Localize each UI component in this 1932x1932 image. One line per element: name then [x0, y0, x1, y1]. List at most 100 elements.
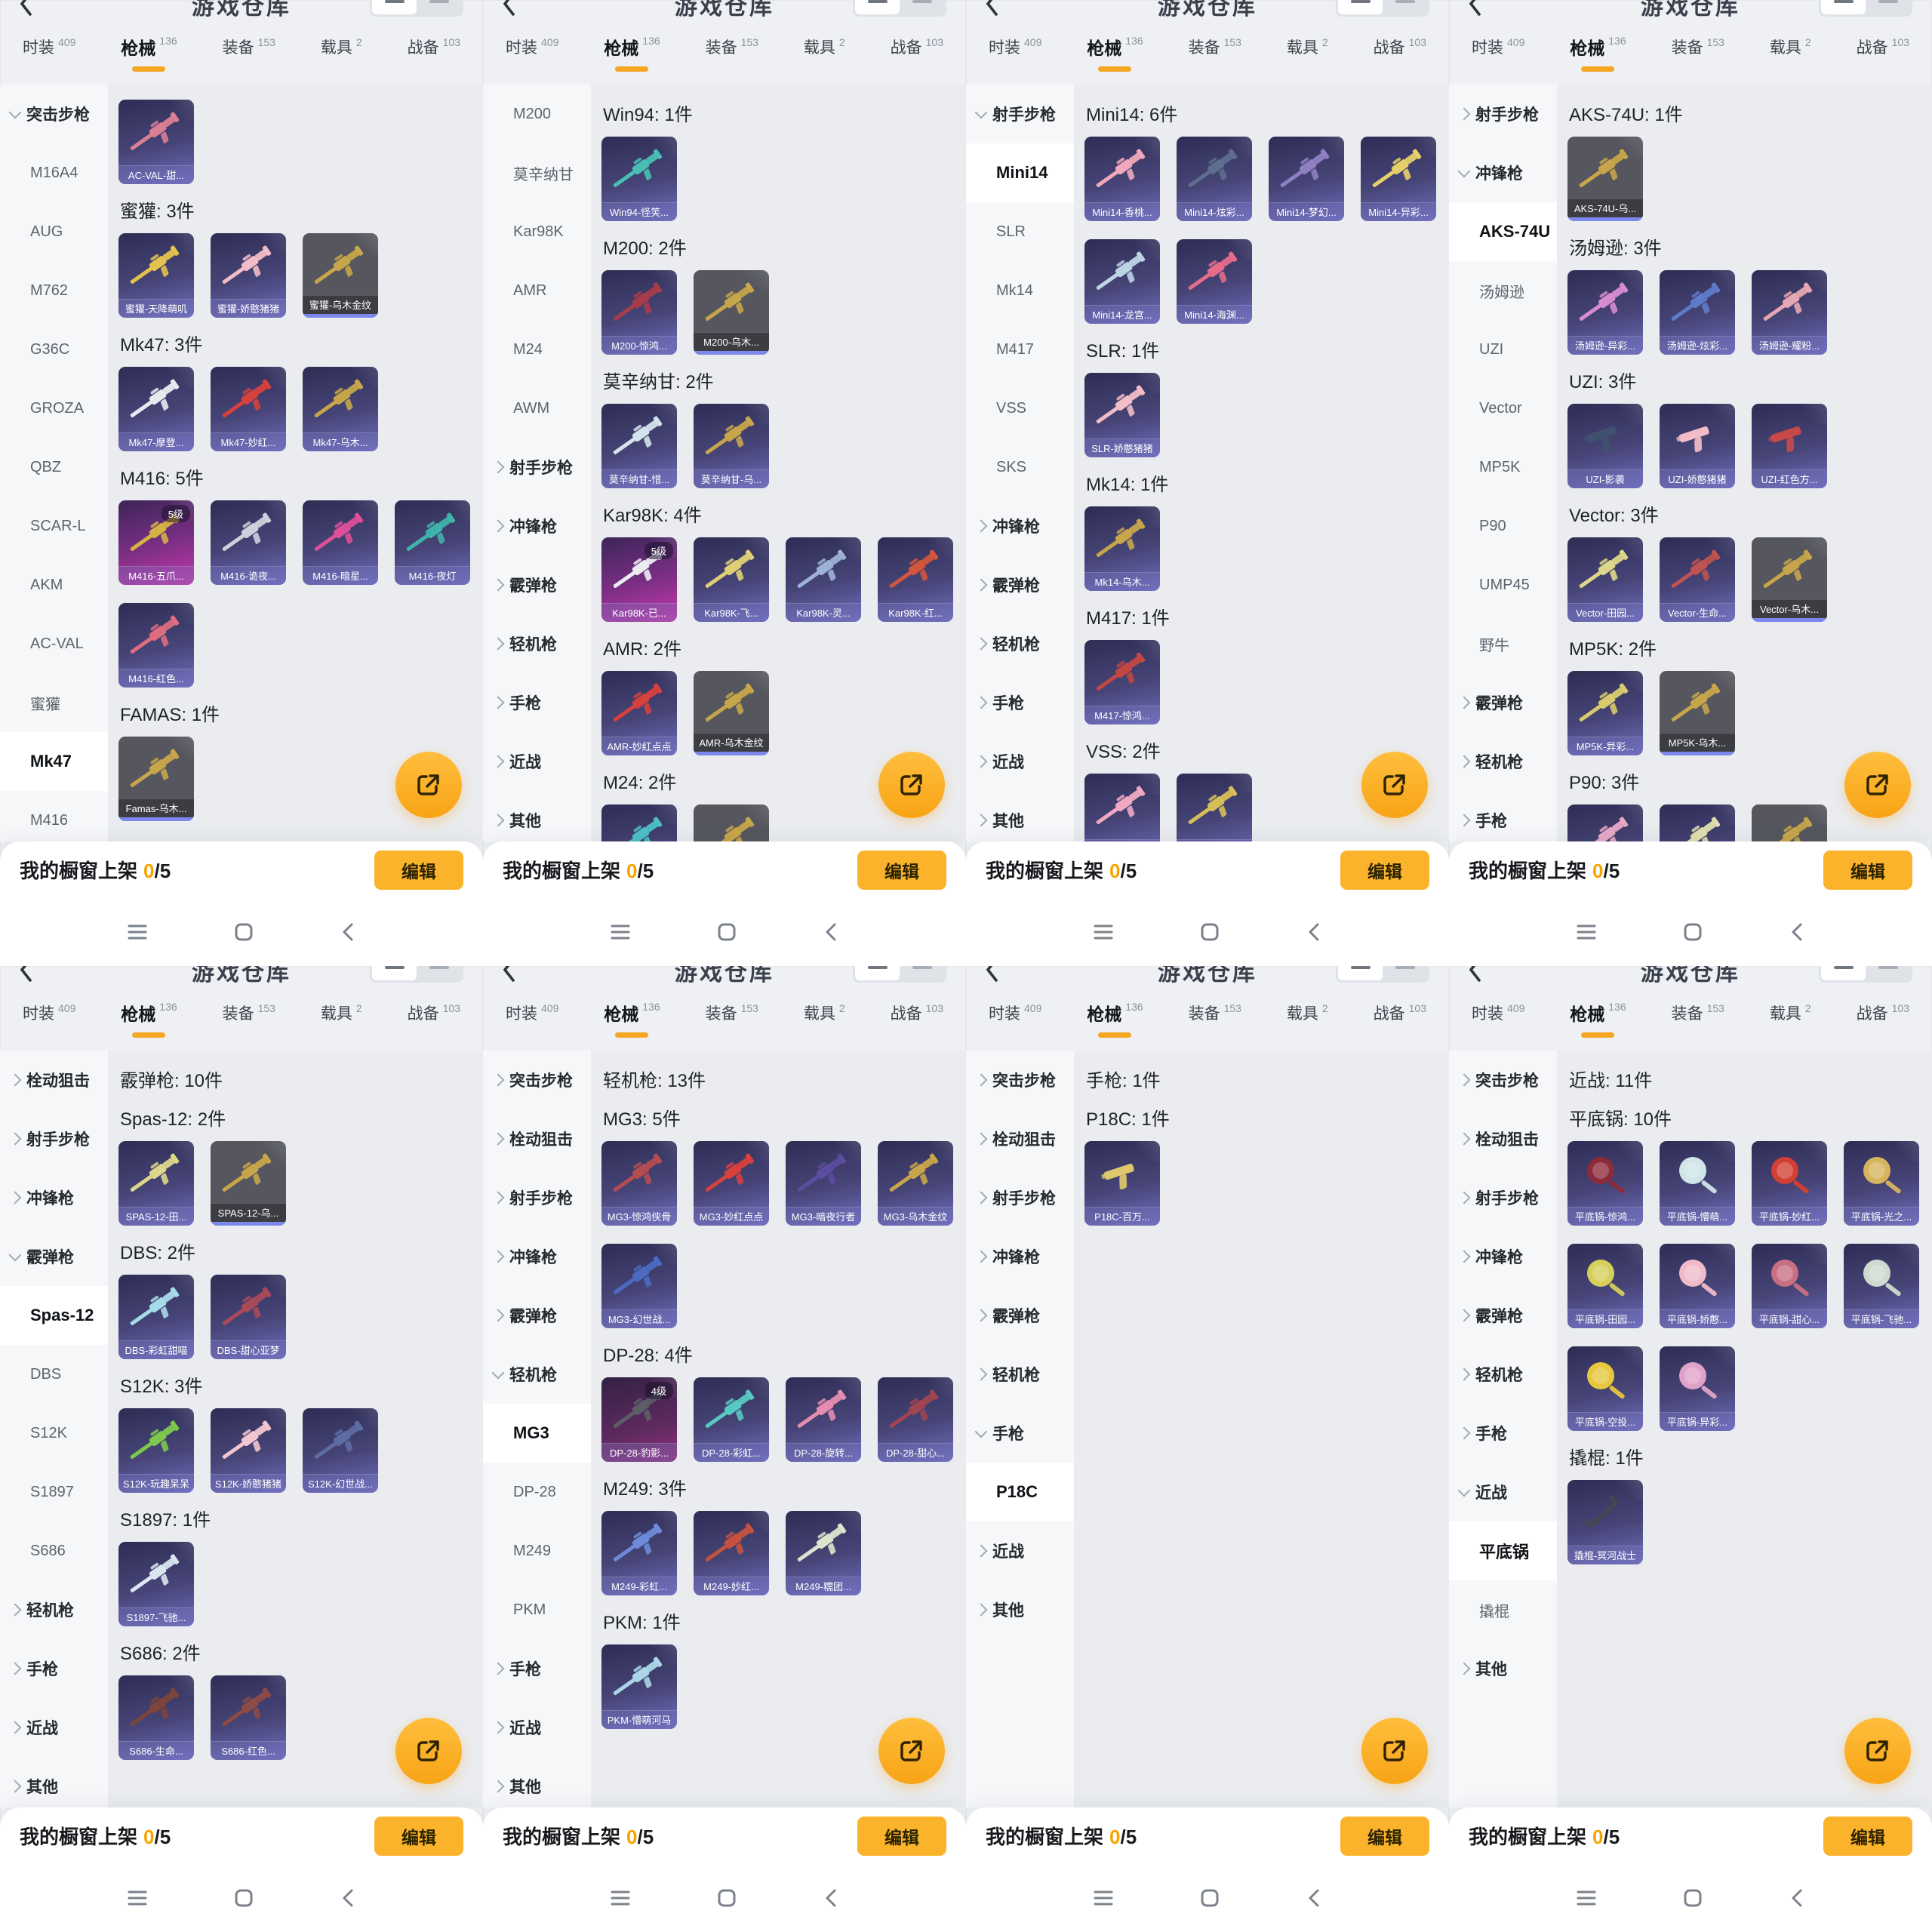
sidebar-item[interactable]: Kar98K: [483, 202, 591, 261]
tab-weapons[interactable]: 枪械 136: [1570, 34, 1626, 72]
toggle-option[interactable]: [855, 966, 900, 980]
sidebar-category[interactable]: 其他: [0, 1757, 108, 1807]
segmented-toggle[interactable]: [370, 0, 463, 17]
weapon-card[interactable]: P18C-百万...: [1084, 1141, 1160, 1226]
weapon-card[interactable]: Mini14-海渊...: [1177, 239, 1252, 324]
sidebar-category[interactable]: 射手步枪: [0, 1109, 108, 1168]
weapon-card[interactable]: Mini14-炫彩...: [1177, 137, 1252, 221]
weapon-card[interactable]: S686-生命...: [118, 1675, 194, 1760]
nav-home-button[interactable]: [1199, 921, 1220, 943]
weapon-card[interactable]: M249-彩虹...: [601, 1511, 677, 1595]
sidebar-category[interactable]: 栓动狙击: [1449, 1109, 1557, 1168]
toggle-option[interactable]: [855, 0, 900, 14]
sidebar-category[interactable]: 冲锋枪: [483, 497, 591, 555]
sidebar-category[interactable]: 霰弹枪: [483, 555, 591, 614]
tab-vehicles[interactable]: 载具 2: [804, 1001, 845, 1036]
weapon-card[interactable]: 平底锅-惊鸿...: [1567, 1141, 1643, 1226]
toggle-option[interactable]: [417, 0, 461, 14]
edit-button[interactable]: 编辑: [1340, 1816, 1429, 1856]
tab-outfits[interactable]: 时装 409: [506, 1001, 558, 1036]
weapon-card[interactable]: [1660, 804, 1735, 841]
nav-menu-button[interactable]: [609, 922, 632, 942]
weapon-card[interactable]: MP5K-异彩...: [1567, 671, 1643, 755]
sidebar-category[interactable]: 冲锋枪: [966, 497, 1074, 555]
tab-outfits[interactable]: 时装 409: [23, 35, 75, 70]
weapon-card[interactable]: DP-28-彩虹...: [694, 1377, 769, 1462]
back-button[interactable]: [18, 966, 33, 986]
sidebar-category[interactable]: 冲锋枪: [1449, 143, 1557, 202]
weapon-card[interactable]: M416-红色...: [118, 603, 194, 688]
weapon-card[interactable]: Vector-田园...: [1567, 537, 1643, 622]
sidebar-item[interactable]: 野牛: [1449, 614, 1557, 673]
nav-menu-button[interactable]: [609, 1888, 632, 1908]
toggle-option[interactable]: [1866, 966, 1910, 980]
sidebar-item[interactable]: SLR: [966, 202, 1074, 261]
weapon-card[interactable]: M416-诡夜...: [211, 500, 286, 585]
weapon-card[interactable]: DP-28-甜心...: [878, 1377, 953, 1462]
edit-button[interactable]: 编辑: [1823, 1816, 1912, 1856]
tab-gear[interactable]: 装备 153: [223, 35, 275, 70]
weapon-card[interactable]: S686-红色...: [211, 1675, 286, 1760]
sidebar-category[interactable]: 轻机枪: [1449, 732, 1557, 791]
sidebar-category[interactable]: 射手步枪: [1449, 1168, 1557, 1227]
weapon-card[interactable]: 蜜獾-娇憨猪猪: [211, 233, 286, 318]
back-button[interactable]: [984, 966, 999, 986]
nav-home-button[interactable]: [233, 921, 254, 943]
weapon-card[interactable]: MG3-妙红点点: [694, 1141, 769, 1226]
weapon-card[interactable]: Win94-怪笑...: [601, 137, 677, 221]
edit-button[interactable]: 编辑: [857, 1816, 946, 1856]
sidebar-category[interactable]: 轻机枪: [1449, 1345, 1557, 1404]
tab-weapons[interactable]: 枪械 136: [1087, 1000, 1143, 1038]
sidebar-item[interactable]: M16A4: [0, 143, 108, 202]
sidebar-category[interactable]: 轻机枪: [966, 614, 1074, 673]
weapon-card[interactable]: 5级 M416-五爪...: [118, 500, 194, 585]
tab-supplies[interactable]: 战备 103: [408, 35, 460, 70]
tab-vehicles[interactable]: 载具 2: [1287, 1001, 1328, 1036]
weapon-card[interactable]: UZI-红色方...: [1752, 404, 1827, 488]
tab-weapons[interactable]: 枪械 136: [1570, 1000, 1626, 1038]
sidebar-category[interactable]: 突击步枪: [0, 85, 108, 143]
sidebar-category[interactable]: 冲锋枪: [483, 1227, 591, 1286]
sidebar-category[interactable]: 手枪: [1449, 1404, 1557, 1463]
sidebar-category[interactable]: 栓动狙击: [966, 1109, 1074, 1168]
tab-vehicles[interactable]: 载具 2: [1287, 35, 1328, 70]
sidebar-item[interactable]: M249: [483, 1521, 591, 1580]
sidebar-item[interactable]: 蜜獾: [0, 673, 108, 732]
weapon-card[interactable]: MP5K-乌木...: [1660, 671, 1735, 755]
weapon-card[interactable]: 蜜獾-乌木金纹: [303, 233, 378, 318]
weapon-card[interactable]: Mini14-异彩...: [1361, 137, 1436, 221]
sidebar-item[interactable]: Mk47: [0, 732, 108, 791]
tab-weapons[interactable]: 枪械 136: [604, 1000, 660, 1038]
sidebar-item[interactable]: 莫辛纳甘: [483, 143, 591, 202]
sidebar-item[interactable]: M417: [966, 320, 1074, 379]
weapon-card[interactable]: M416-暗星...: [303, 500, 378, 585]
nav-menu-button[interactable]: [1092, 1888, 1115, 1908]
segmented-toggle[interactable]: [1336, 966, 1429, 983]
toggle-option[interactable]: [1338, 0, 1383, 14]
sidebar-category[interactable]: 其他: [966, 1580, 1074, 1639]
sidebar-category[interactable]: 手枪: [966, 673, 1074, 732]
weapon-card[interactable]: 汤姆逊-炫彩...: [1660, 270, 1735, 355]
sidebar-category[interactable]: 近战: [483, 732, 591, 791]
back-button[interactable]: [18, 0, 33, 20]
tab-supplies[interactable]: 战备 103: [1374, 35, 1426, 70]
weapon-card[interactable]: S12K-玩趣呆呆: [118, 1408, 194, 1493]
weapon-card[interactable]: [1567, 804, 1643, 841]
segmented-toggle[interactable]: [853, 0, 946, 17]
weapon-card[interactable]: Vector-乌木...: [1752, 537, 1827, 622]
sidebar-category[interactable]: 其他: [483, 1757, 591, 1807]
weapon-card[interactable]: 平底锅-妙红...: [1752, 1141, 1827, 1226]
tab-gear[interactable]: 装备 153: [223, 1001, 275, 1036]
tab-supplies[interactable]: 战备 103: [408, 1001, 460, 1036]
back-button[interactable]: [1467, 966, 1482, 986]
sidebar-category[interactable]: 近战: [966, 732, 1074, 791]
edit-button[interactable]: 编辑: [1823, 850, 1912, 890]
tab-outfits[interactable]: 时装 409: [989, 1001, 1041, 1036]
weapon-card[interactable]: [601, 804, 677, 841]
nav-menu-button[interactable]: [126, 1888, 149, 1908]
weapon-card[interactable]: 平底锅-娇憨...: [1660, 1244, 1735, 1328]
weapon-card[interactable]: Mk47-妙红...: [211, 367, 286, 451]
weapon-card[interactable]: 汤姆逊-异彩...: [1567, 270, 1643, 355]
weapon-card[interactable]: AC-VAL-甜...: [118, 100, 194, 184]
toggle-option[interactable]: [900, 966, 944, 980]
